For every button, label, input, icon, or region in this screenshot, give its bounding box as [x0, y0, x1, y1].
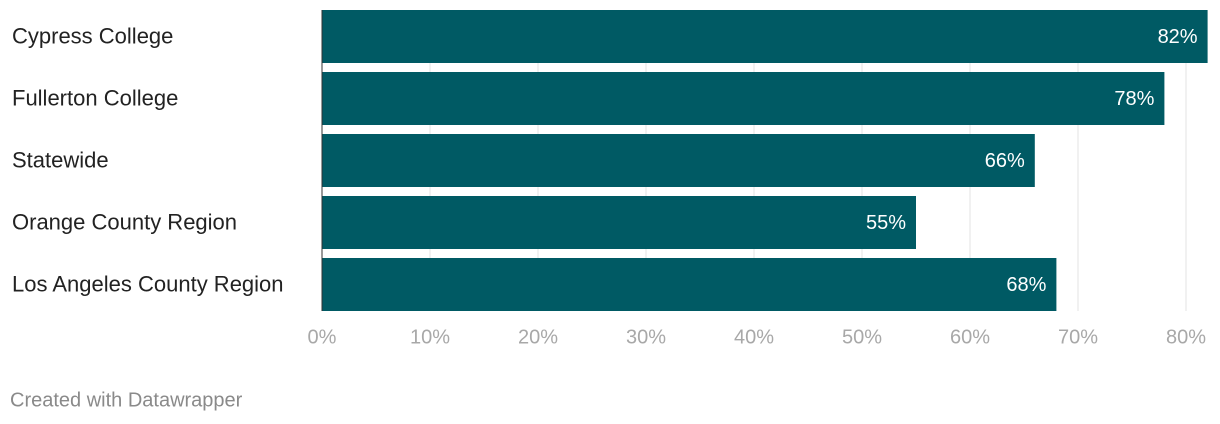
value-label: 68% — [1006, 274, 1046, 296]
y-tick-label: Orange County Region — [12, 209, 237, 234]
x-tick-label: 70% — [1058, 326, 1098, 348]
bar — [322, 72, 1165, 125]
bar — [322, 258, 1057, 311]
bar — [322, 10, 1208, 63]
x-tick-label: 60% — [950, 326, 990, 348]
bar — [322, 134, 1035, 187]
value-label: 55% — [866, 212, 906, 234]
y-tick-label: Fullerton College — [12, 85, 178, 110]
y-tick-label: Los Angeles County Region — [12, 271, 284, 296]
x-tick-label: 40% — [734, 326, 774, 348]
source-note: Created with Datawrapper — [10, 389, 243, 411]
x-tick-label: 30% — [626, 326, 666, 348]
value-label: 66% — [985, 150, 1025, 172]
x-tick-label: 0% — [308, 326, 337, 348]
value-label: 78% — [1114, 88, 1154, 110]
value-label: 82% — [1158, 26, 1198, 48]
x-tick-label: 50% — [842, 326, 882, 348]
bar — [322, 196, 916, 249]
y-tick-label: Cypress College — [12, 23, 173, 48]
x-tick-label: 80% — [1166, 326, 1206, 348]
y-tick-label: Statewide — [12, 147, 109, 172]
x-tick-label: 20% — [518, 326, 558, 348]
x-tick-label: 10% — [410, 326, 450, 348]
